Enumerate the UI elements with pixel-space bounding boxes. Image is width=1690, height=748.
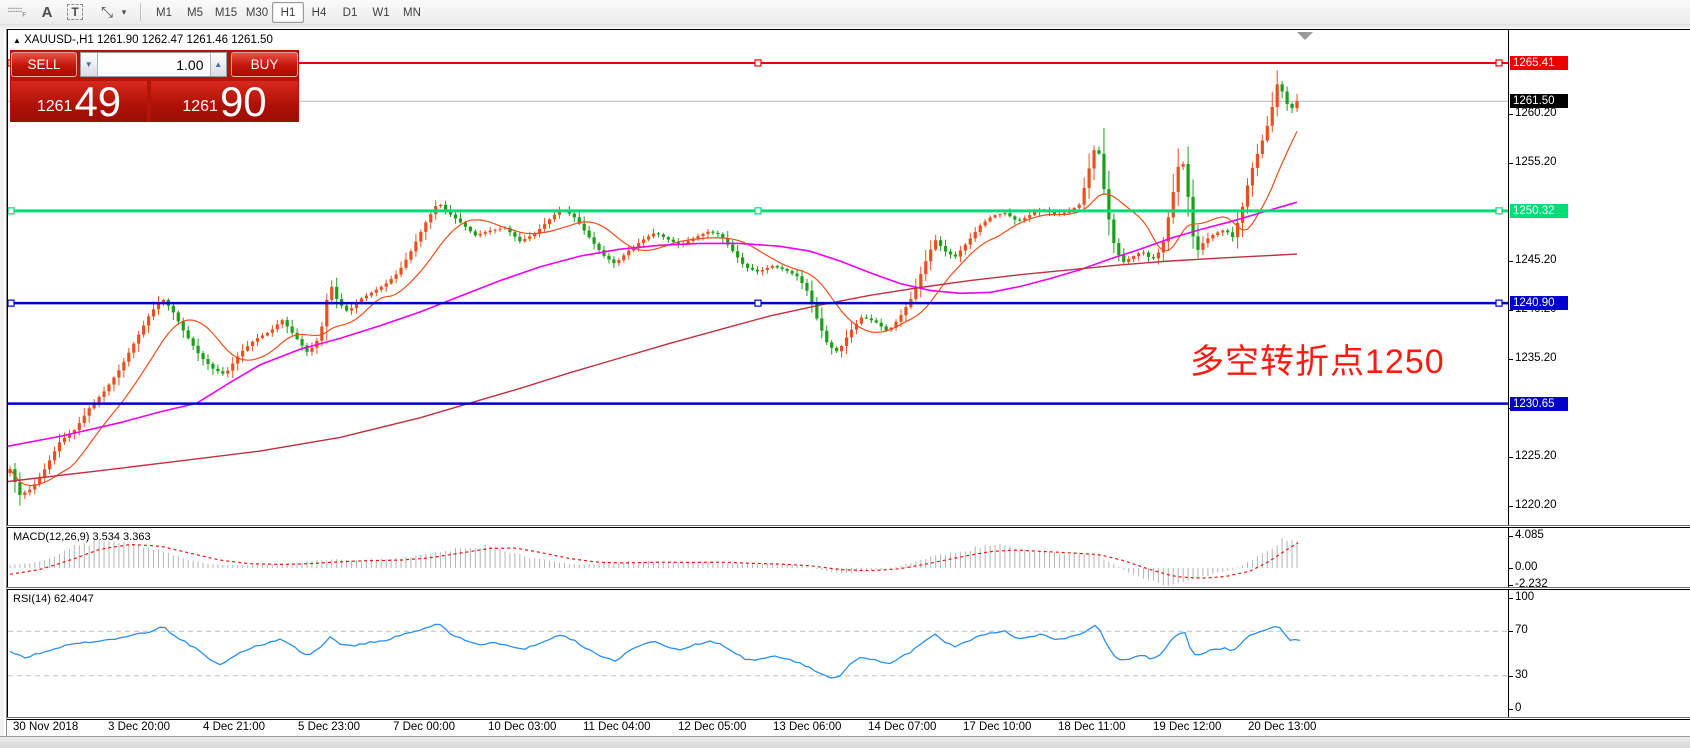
volume-input[interactable] [97,53,210,76]
chart-left-border-line [7,29,8,719]
candles-layer [8,70,1299,506]
price-tick-dash [1508,114,1513,115]
rsi-axis-label: 30 [1515,668,1528,681]
macd-tick-dash [1508,568,1513,569]
price-tick-label: 1245.20 [1515,254,1557,266]
up-arrow-icon: ▲ [214,60,223,69]
macd-histogram [9,538,1298,586]
bottom-separator [7,717,1690,720]
price-tick-dash [1508,457,1513,458]
date-label: 7 Dec 00:00 [393,721,456,733]
symbol-ohlc-text: XAUUSD-,H1 1261.90 1262.47 1261.46 1261.… [24,34,273,46]
rsi-axis-label: 70 [1515,624,1528,637]
macd-panel-chart[interactable] [8,528,1508,587]
cursor-arrows-icon[interactable]: ⤡ [100,3,113,21]
rsi-tick-dash [1508,631,1513,633]
rsi-line [9,623,1301,679]
date-label: 4 Dec 21:00 [203,721,266,733]
price-tick-label: 1260.20 [1515,107,1557,119]
date-label: 11 Dec 04:00 [583,721,651,733]
timeframe-button-m30[interactable]: M30 [245,6,269,19]
rsi-tick-dash [1508,675,1513,677]
price-tick-label: 1225.20 [1515,450,1557,462]
timeframe-button-m15[interactable]: M15 [214,6,238,19]
chart-annotation-text[interactable]: 多空转折点1250 [1190,343,1445,381]
timeframe-button-mn[interactable]: MN [403,6,421,19]
price-badge-1261.50: 1261.50 [1510,94,1568,109]
price-tick-dash [1508,163,1513,164]
price-tick-label: 1220.20 [1515,499,1557,511]
dropdown-caret-icon[interactable]: ▾ [121,6,127,17]
timeframe-button-d1[interactable]: D1 [342,6,358,19]
date-label: 3 Dec 20:00 [108,721,171,733]
volume-spinner: ▼ ▲ [80,52,227,77]
macd-axis-label: 0.00 [1515,561,1538,573]
toolbar-separator [140,3,141,21]
date-label: 13 Dec 06:00 [773,721,842,733]
date-label: 19 Dec 12:00 [1153,721,1222,733]
chart-top-border [7,29,1690,30]
date-label: 30 Nov 2018 [13,721,79,733]
rsi-title: RSI(14) 62.4047 [13,593,94,605]
macd-axis-label: -2.232 [1515,578,1548,591]
chart-header: ▲ XAUUSD-,H1 1261.90 1262.47 1261.46 126… [13,34,273,46]
buy-button[interactable]: BUY [231,52,298,77]
timeframe-button-m1[interactable]: M1 [156,6,172,19]
buy-price-display[interactable]: 1261 90 [151,81,298,123]
macd-tick-dash [1508,536,1513,537]
price-tick-dash [1508,506,1513,507]
rsi-axis-label: 0 [1515,702,1522,714]
price-badge-1230.65: 1230.65 [1510,396,1568,411]
price-badge-1265.41: 1265.41 [1510,55,1568,70]
chart-shift-triangle-icon[interactable] [1297,32,1313,40]
date-label: 10 Dec 03:00 [488,721,557,733]
text-label-icon[interactable]: A [41,3,53,21]
price-tick-label: 1255.20 [1515,156,1557,168]
timeframe-button-m5[interactable]: M5 [187,6,203,19]
price-axis-line [1508,29,1509,719]
price-badge-1250.32: 1250.32 [1510,203,1568,218]
one-click-trading-panel: SELL ▼ ▲ BUY 1261 49 1261 90 [10,50,299,123]
rsi-separator[interactable] [7,587,1690,590]
price-tick-dash [1508,261,1513,262]
down-arrow-icon: ▼ [84,60,93,69]
price-tick-dash [1508,359,1513,360]
main-chart[interactable] [8,30,1508,525]
date-label: 12 Dec 05:00 [678,721,747,733]
grid-f-icon[interactable]: ┄┄┄ ┄┄┄F [7,4,27,19]
horizontal-lines-layer[interactable] [8,59,1508,405]
macd-axis-label: 4.085 [1515,529,1544,541]
price-badge-1240.90: 1240.90 [1510,296,1568,311]
volume-increase-button[interactable]: ▲ [209,53,226,76]
toolbar-bottom-strip [0,24,1690,29]
date-label: 18 Dec 11:00 [1058,721,1126,733]
rsi-level-lines [8,630,1508,677]
toolbar: ┄┄┄ ┄┄┄F A T ⤡ ▾ M1 M5 M15 M30 H1 H4 D1 W1 MN [0,0,1690,25]
macd-tick-dash [1508,585,1513,587]
collapse-arrow-icon[interactable]: ▲ [13,36,21,45]
date-label: 14 Dec 07:00 [868,721,937,733]
timeframe-button-h4[interactable]: H4 [311,6,327,19]
date-label: 17 Dec 10:00 [963,721,1032,733]
price-tick-label: 1235.20 [1515,352,1557,364]
rsi-panel-chart[interactable] [8,590,1508,717]
rsi-tick-dash [1508,709,1513,710]
timeframe-button-h1[interactable]: H1 [272,2,304,23]
timeframe-button-w1[interactable]: W1 [372,6,390,19]
sell-price-display[interactable]: 1261 49 [11,81,147,123]
window-left-edge [0,29,7,736]
window-bottom-strip [0,736,1690,748]
date-label: 20 Dec 13:00 [1248,721,1317,733]
sell-button[interactable]: SELL [11,52,77,77]
price-tick-dash [1508,310,1513,311]
macd-title: MACD(12,26,9) 3.534 3.363 [13,531,151,543]
macd-signal-line [9,542,1299,579]
rsi-axis-label: 100 [1515,591,1535,603]
macd-separator[interactable] [7,525,1690,528]
date-label: 5 Dec 23:00 [298,721,361,733]
text-box-icon[interactable]: T [62,2,88,22]
rsi-tick-dash [1508,598,1513,599]
volume-decrease-button[interactable]: ▼ [81,53,98,76]
